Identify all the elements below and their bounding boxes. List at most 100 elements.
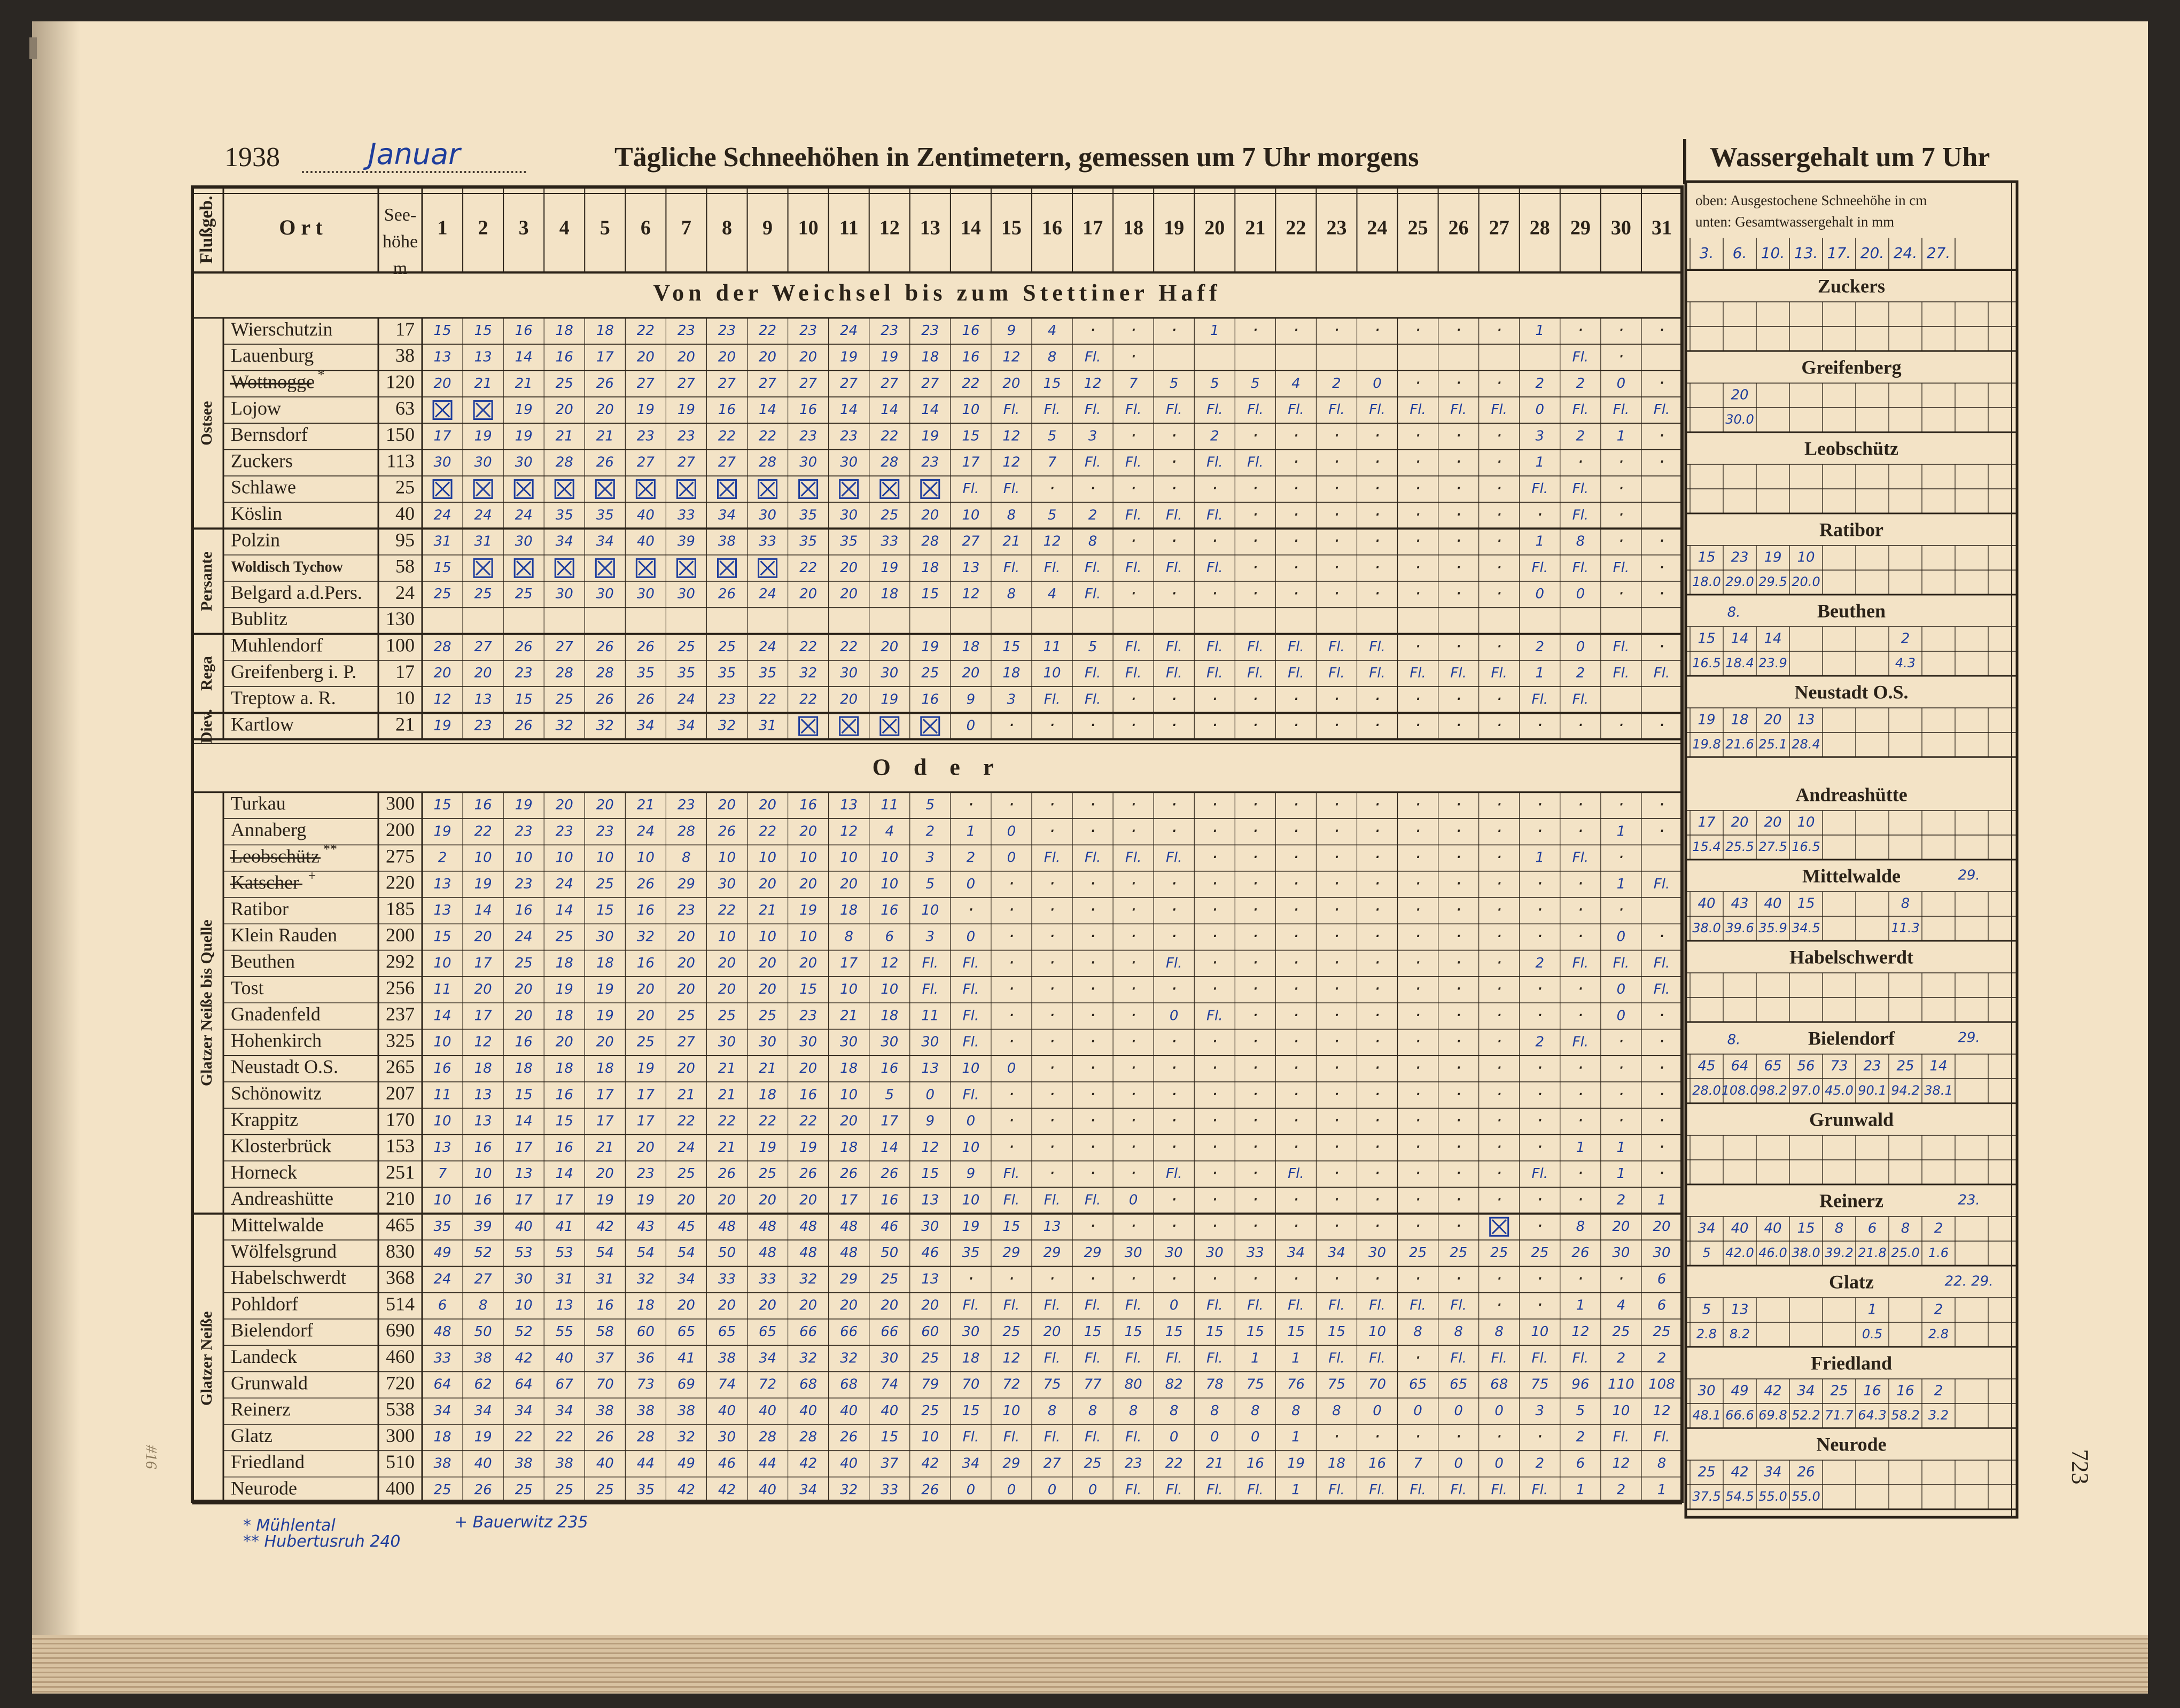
depth-value: · [1455,1110,1461,1132]
depth-value: 27 [921,376,939,392]
depth-value: · [1496,372,1502,394]
depth-value: 65 [1409,1377,1427,1393]
depth-value: 19 [759,1140,776,1156]
depth-value: · [1618,899,1624,921]
depth-value: 0 [1617,376,1626,392]
water-header-line1: oben: Ausgestochene Schneehöhe in cm [1695,192,1927,208]
depth-value: 22 [759,1113,776,1129]
station-name: Schlawe [231,477,296,498]
depth-value: 15 [1287,1324,1305,1340]
depth-value: · [1131,1136,1136,1158]
depth-value: · [1252,847,1258,868]
depth-value: · [1496,715,1502,736]
depth-value: · [1334,531,1340,552]
depth-value: 13 [1043,1219,1061,1235]
water-depth-value: 19 [1764,550,1781,566]
water-content-value: 28.4 [1792,737,1820,752]
depth-value: · [1293,1057,1299,1079]
depth-value: 20 [840,1113,858,1129]
depth-value: 10 [962,402,979,418]
depth-value: · [1659,1136,1665,1158]
depth-value: · [1131,1215,1136,1237]
station-elevation: 292 [386,951,415,972]
depth-value: 19 [596,981,614,997]
depth-value: 20 [596,797,614,813]
depth-value: · [1374,1083,1380,1105]
month-field: Januar [302,137,526,173]
depth-value: 20 [759,876,776,892]
depth-value: 24 [515,507,533,523]
depth-value: 20 [678,955,695,971]
depth-value: · [1293,1031,1299,1052]
depth-value: Fl. [1125,560,1141,576]
water-depth-value: 18 [1731,712,1748,728]
depth-value: 5 [1048,428,1057,444]
depth-value: 20 [474,929,492,945]
depth-value: 29 [1002,1245,1020,1261]
depth-value: 12 [962,586,979,602]
depth-value: 13 [921,1271,939,1287]
station-name: Annaberg [231,819,306,840]
depth-value: 10 [962,1060,979,1077]
depth-value: · [1374,557,1380,578]
depth-value: · [1537,504,1543,525]
depth-value: 15 [1043,376,1061,392]
depth-value: · [1212,847,1218,868]
water-depth-value: 2 [1934,1221,1943,1237]
water-date-note: 29. [1958,1030,1980,1046]
header-day: 28 [1530,217,1550,239]
depth-value: 19 [596,1008,614,1024]
depth-value: 20 [921,1298,939,1314]
depth-value: Fl. [1654,402,1670,418]
depth-value: · [1496,425,1502,446]
depth-value: 37 [881,1455,899,1471]
snow-cover-cross [882,719,897,734]
depth-value: · [1334,1057,1340,1079]
depth-value: 30 [840,1034,858,1050]
depth-value: 13 [474,1113,492,1129]
depth-value: 16 [515,323,533,339]
depth-value: Fl. [1085,1192,1101,1208]
water-day: 20. [1860,244,1885,262]
station-elevation: 256 [386,977,415,999]
station-footnote-mark: + [308,868,316,883]
depth-value: 20 [1612,1219,1630,1235]
depth-value: 50 [881,1245,898,1261]
snow-cover-box [432,479,453,499]
station-name: Belgard a.d.Pers. [231,582,362,603]
depth-value: 37 [596,1350,614,1366]
depth-value: Fl. [1206,507,1223,523]
snow-cover-box [473,400,493,420]
depth-value: · [1049,952,1055,973]
depth-value: · [1374,425,1380,446]
depth-value: · [1537,1110,1543,1132]
depth-value: 18 [840,1060,858,1077]
depth-value: 15 [881,1429,898,1445]
header-flussgeb: Flußgeb. [197,196,216,264]
depth-value: Fl. [1044,1192,1060,1208]
depth-value: 20 [840,876,858,892]
depth-value: · [1455,451,1461,473]
depth-value: 0 [1007,850,1016,866]
depth-value: 35 [637,665,655,681]
water-header-line2: unten: Gesamtwassergehalt in mm [1695,214,1894,230]
depth-value: · [1293,820,1299,841]
depth-value: · [1334,847,1340,868]
depth-value: · [1374,952,1380,973]
station-elevation: 170 [386,1109,415,1130]
depth-value: 20 [799,586,817,602]
depth-value: Fl. [1044,560,1060,576]
water-content-value: 38.0 [1692,921,1720,935]
depth-value: 34 [515,1403,533,1419]
depth-value: 20 [759,797,776,813]
depth-value: 55 [556,1324,573,1340]
depth-value: 26 [718,1166,736,1182]
depth-value: 34 [556,534,573,550]
water-content-value: 66.6 [1725,1408,1754,1423]
depth-value: · [1577,820,1583,841]
depth-value: 14 [840,402,858,418]
depth-value: 7 [1413,1455,1422,1471]
depth-value: · [1293,425,1299,446]
depth-value: · [1049,1004,1055,1026]
depth-value: 30 [881,1034,898,1050]
